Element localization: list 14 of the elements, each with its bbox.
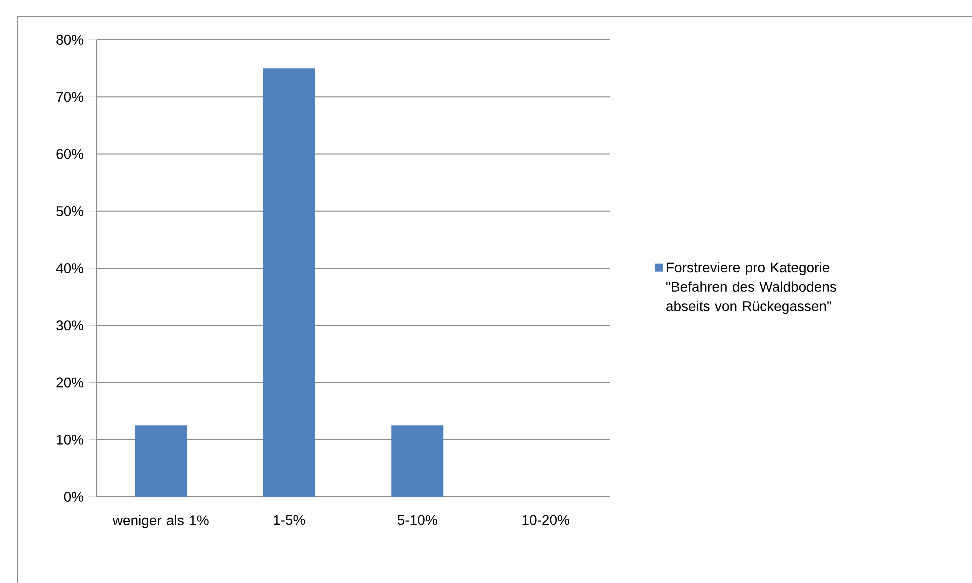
x-tick-label: 5-10% bbox=[398, 515, 438, 526]
y-tick-label: 60% bbox=[56, 149, 84, 160]
y-tick-label: 0% bbox=[64, 492, 84, 502]
y-tick-label: 40% bbox=[56, 264, 84, 274]
y-tick-label: 20% bbox=[56, 378, 84, 388]
y-tick-label: 50% bbox=[56, 206, 84, 216]
y-tick-label: 30% bbox=[56, 320, 84, 331]
y-tick-label: 70% bbox=[56, 92, 84, 102]
y-tick-label: 80% bbox=[56, 35, 84, 45]
x-tick-label: weniger als 1% bbox=[112, 515, 209, 528]
x-tick-label: 10-20% bbox=[522, 515, 570, 526]
x-tick-label: 1-5% bbox=[274, 515, 306, 526]
legend-label: Forstreviere pro Kategorie "Befahren des Waldbodens abseits von Rückegassen" bbox=[666, 262, 836, 314]
y-tick-label: 10% bbox=[57, 434, 84, 445]
